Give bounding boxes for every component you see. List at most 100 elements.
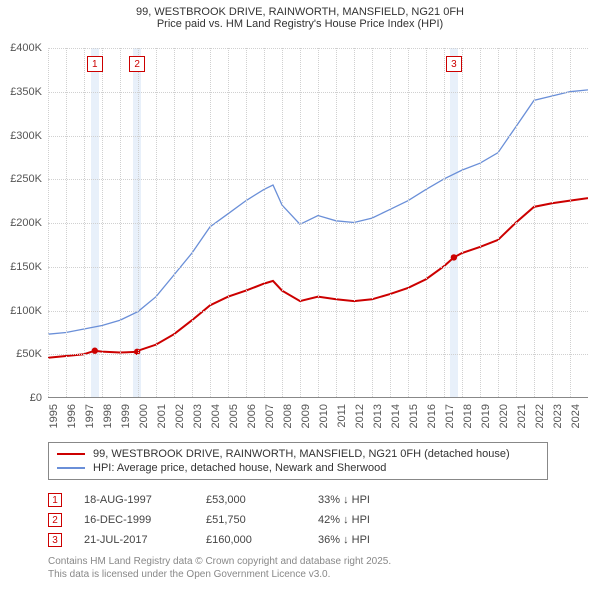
x-tick-label: 2020 (498, 404, 510, 428)
event-delta: 33% ↓ HPI (318, 494, 370, 506)
sale-event-row: 3 21-JUL-2017 £160,000 36% ↓ HPI (48, 530, 548, 550)
x-tick-label: 2013 (372, 404, 384, 428)
gridline-v (264, 48, 265, 397)
x-tick-label: 2024 (570, 404, 582, 428)
gridline-v (552, 48, 553, 397)
gridline-v (66, 48, 67, 397)
sale-events-table: 1 18-AUG-1997 £53,000 33% ↓ HPI 2 16-DEC-1999… (48, 490, 548, 550)
x-tick-label: 2022 (534, 404, 546, 428)
x-tick-label: 2011 (336, 404, 348, 428)
event-date: 18-AUG-1997 (84, 494, 184, 506)
gridline-v (318, 48, 319, 397)
chart-title: 99, WESTBROOK DRIVE, RAINWORTH, MANSFIEL… (0, 0, 600, 32)
event-price: £53,000 (206, 494, 296, 506)
sale-dot (92, 348, 98, 354)
legend-label: HPI: Average price, detached house, Newa… (93, 462, 386, 474)
event-marker-3: 3 (48, 533, 62, 547)
title-line2: Price paid vs. HM Land Registry's House … (10, 18, 590, 30)
x-tick-label: 2021 (516, 404, 528, 428)
x-tick-label: 2004 (210, 404, 222, 428)
footer-attribution: Contains HM Land Registry data © Crown c… (48, 556, 568, 581)
gridline-v (282, 48, 283, 397)
sale-marker-2: 2 (129, 56, 145, 72)
x-axis: 1995199619971998199920002001200220032004… (48, 400, 588, 440)
sale-dot (451, 254, 457, 260)
gridline-v (174, 48, 175, 397)
chart-plot-area: 1 2 3 (48, 48, 588, 398)
gridline-v (120, 48, 121, 397)
y-tick-label: £350K (10, 86, 42, 98)
y-tick-label: £0 (30, 392, 42, 404)
legend-item-price-paid: 99, WESTBROOK DRIVE, RAINWORTH, MANSFIEL… (57, 447, 539, 461)
x-tick-label: 1995 (48, 404, 60, 428)
footer-line1: Contains HM Land Registry data © Crown c… (48, 556, 568, 569)
x-tick-label: 1996 (66, 404, 78, 428)
x-tick-label: 2019 (480, 404, 492, 428)
x-tick-label: 2016 (426, 404, 438, 428)
gridline-v (246, 48, 247, 397)
footer-line2: This data is licensed under the Open Gov… (48, 569, 568, 582)
legend-label: 99, WESTBROOK DRIVE, RAINWORTH, MANSFIEL… (93, 448, 510, 460)
gridline-v (48, 48, 49, 397)
gridline-v (138, 48, 139, 397)
sale-marker-1: 1 (87, 56, 103, 72)
x-tick-label: 2008 (282, 404, 294, 428)
gridline-v (408, 48, 409, 397)
event-delta: 36% ↓ HPI (318, 534, 370, 546)
x-tick-label: 2007 (264, 404, 276, 428)
x-tick-label: 2006 (246, 404, 258, 428)
event-marker-2: 2 (48, 513, 62, 527)
gridline-v (390, 48, 391, 397)
y-tick-label: £100K (10, 305, 42, 317)
gridline-v (534, 48, 535, 397)
x-tick-label: 2012 (354, 404, 366, 428)
x-tick-label: 2003 (192, 404, 204, 428)
legend-item-hpi: HPI: Average price, detached house, Newa… (57, 461, 539, 475)
gridline-v (570, 48, 571, 397)
gridline-v (498, 48, 499, 397)
sale-event-row: 1 18-AUG-1997 £53,000 33% ↓ HPI (48, 490, 548, 510)
gridline-v (336, 48, 337, 397)
event-date: 16-DEC-1999 (84, 514, 184, 526)
x-tick-label: 1997 (84, 404, 96, 428)
y-tick-label: £300K (10, 130, 42, 142)
gridline-v (426, 48, 427, 397)
gridline-v (444, 48, 445, 397)
gridline-v (372, 48, 373, 397)
x-tick-label: 2018 (462, 404, 474, 428)
x-tick-label: 2009 (300, 404, 312, 428)
gridline-v (192, 48, 193, 397)
x-tick-label: 2010 (318, 404, 330, 428)
event-price: £51,750 (206, 514, 296, 526)
x-tick-label: 2017 (444, 404, 456, 428)
y-axis: £0£50K£100K£150K£200K£250K£300K£350K£400… (0, 48, 46, 398)
event-date: 21-JUL-2017 (84, 534, 184, 546)
event-delta: 42% ↓ HPI (318, 514, 370, 526)
y-tick-label: £250K (10, 173, 42, 185)
event-marker-1: 1 (48, 493, 62, 507)
x-tick-label: 2001 (156, 404, 168, 428)
x-tick-label: 2002 (174, 404, 186, 428)
x-tick-label: 2014 (390, 404, 402, 428)
gridline-v (516, 48, 517, 397)
y-tick-label: £400K (10, 42, 42, 54)
x-tick-label: 2005 (228, 404, 240, 428)
gridline-v (84, 48, 85, 397)
gridline-v (354, 48, 355, 397)
x-tick-label: 2015 (408, 404, 420, 428)
x-tick-label: 2023 (552, 404, 564, 428)
gridline-v (210, 48, 211, 397)
title-line1: 99, WESTBROOK DRIVE, RAINWORTH, MANSFIEL… (10, 6, 590, 18)
event-price: £160,000 (206, 534, 296, 546)
sale-event-row: 2 16-DEC-1999 £51,750 42% ↓ HPI (48, 510, 548, 530)
gridline-v (300, 48, 301, 397)
y-tick-label: £50K (16, 348, 42, 360)
gridline-v (102, 48, 103, 397)
legend-swatch-price-paid (57, 453, 85, 455)
sale-marker-3: 3 (446, 56, 462, 72)
y-tick-label: £200K (10, 217, 42, 229)
gridline-v (228, 48, 229, 397)
x-tick-label: 1998 (102, 404, 114, 428)
x-tick-label: 1999 (120, 404, 132, 428)
gridline-v (156, 48, 157, 397)
